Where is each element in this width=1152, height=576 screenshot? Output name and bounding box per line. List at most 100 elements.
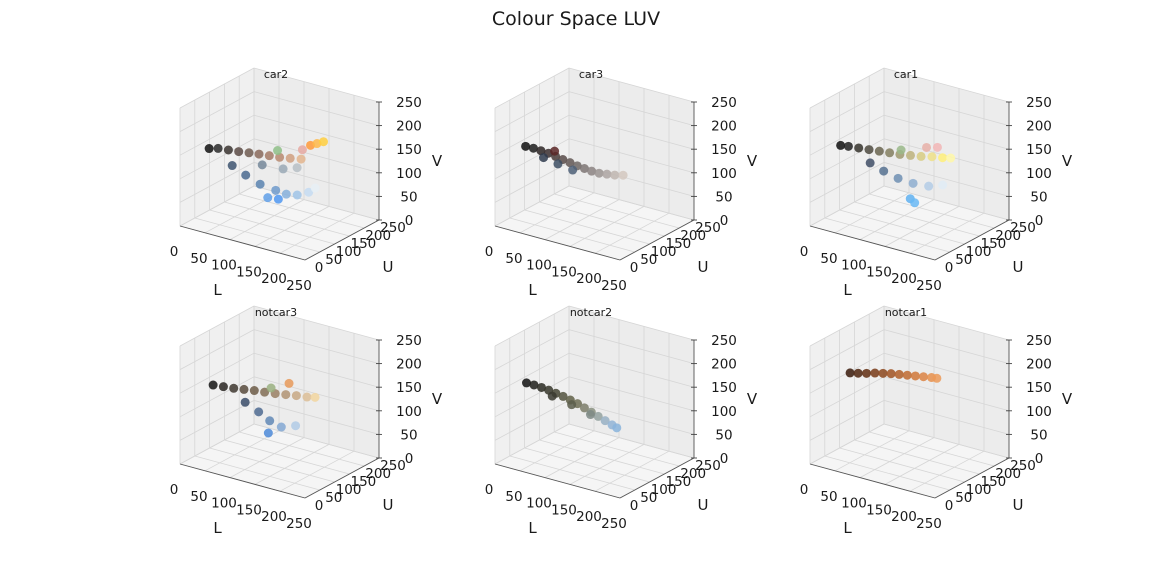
v-tick-label: 250 — [396, 95, 422, 111]
v-tick-label: 150 — [1026, 380, 1052, 396]
v-tick-label: 150 — [1026, 142, 1052, 158]
data-point — [610, 170, 620, 180]
grid-line — [568, 67, 695, 103]
u-tick-label: 250 — [1010, 220, 1036, 236]
u-axis-label: U — [698, 258, 709, 276]
grid-line — [494, 376, 570, 418]
u-tick-label: 50 — [955, 252, 972, 268]
u-axis-line — [934, 457, 1010, 499]
data-point — [927, 152, 937, 162]
subplot-title: car3 — [579, 68, 603, 81]
l-axis-line — [179, 463, 306, 499]
grid-line — [859, 199, 935, 240]
l-tick-label: 150 — [236, 502, 262, 518]
v-tick-label: 150 — [396, 380, 422, 396]
grid-line — [539, 439, 665, 475]
v-tick-label: 200 — [1026, 119, 1052, 135]
data-point — [529, 380, 539, 390]
data-point — [285, 153, 295, 163]
grid-line — [179, 67, 255, 109]
data-point — [558, 391, 568, 401]
data-point — [234, 147, 244, 157]
grid-line — [809, 114, 885, 156]
l-tick-label: 100 — [841, 258, 867, 274]
grid-line — [594, 450, 670, 492]
u-tick-label: 250 — [380, 220, 406, 236]
grid-line — [253, 91, 380, 126]
grid-line — [253, 400, 380, 435]
grid-line — [839, 209, 965, 245]
data-point — [249, 386, 259, 396]
data-point — [273, 146, 283, 156]
grid-line — [519, 430, 595, 472]
data-point — [885, 148, 895, 158]
l-tick-label: 50 — [505, 489, 522, 505]
v-tick-label: 0 — [405, 213, 414, 229]
grid-line — [204, 430, 280, 472]
u-axis-line — [619, 457, 695, 499]
u-tick-label: 150 — [351, 474, 377, 490]
data-point — [568, 165, 578, 175]
l-tick-label: 0 — [800, 244, 809, 260]
v-axis-label: V — [432, 152, 443, 170]
data-point — [870, 368, 880, 378]
grid-line — [544, 437, 620, 478]
l-tick-label: 0 — [170, 244, 179, 260]
v-tick-label: 150 — [711, 380, 737, 396]
v-tick-label: 200 — [396, 357, 422, 373]
u-tick-label: 50 — [640, 490, 657, 506]
l-tick-label: 200 — [261, 271, 287, 287]
data-point — [304, 187, 314, 197]
grid-line — [834, 430, 910, 472]
grid-line — [809, 329, 885, 370]
data-point — [874, 146, 884, 156]
grid-line — [254, 206, 330, 247]
data-point — [896, 145, 906, 155]
grid-line — [809, 400, 885, 441]
u-tick-label: 200 — [995, 466, 1021, 482]
v-axis-label: V — [432, 390, 443, 408]
u-tick-label: 250 — [380, 458, 406, 474]
grid-line — [524, 209, 650, 245]
data-point — [218, 382, 228, 392]
u-axis-label: U — [1013, 258, 1024, 276]
data-point — [254, 407, 264, 417]
grid-line — [568, 114, 695, 150]
data-point — [208, 380, 218, 390]
data-point — [910, 198, 920, 208]
grid-line — [883, 67, 1010, 103]
v-axis-label: V — [1062, 390, 1073, 408]
data-point — [281, 390, 291, 400]
floor-pane — [495, 424, 694, 498]
data-point — [550, 146, 560, 156]
grid-line — [809, 67, 885, 109]
grid-line — [568, 91, 695, 126]
l-tick-label: 50 — [190, 251, 207, 267]
data-point — [565, 158, 575, 168]
data-point — [865, 158, 875, 168]
data-point — [579, 163, 589, 173]
floor-pane — [810, 424, 1009, 498]
grid-line — [224, 439, 350, 475]
grid-line — [494, 67, 570, 109]
grid-line — [909, 450, 985, 492]
u-tick-label: 100 — [651, 244, 677, 260]
l-axis-line — [494, 463, 621, 499]
l-tick-label: 100 — [526, 496, 552, 512]
grid-line — [554, 193, 680, 229]
u-tick-label: 200 — [680, 466, 706, 482]
data-point — [910, 371, 920, 381]
grid-line — [279, 450, 355, 492]
grid-line — [254, 444, 330, 485]
grid-line — [869, 431, 995, 467]
figure-title: Colour Space LUV — [491, 8, 661, 30]
grid-line — [524, 447, 650, 483]
v-tick-label: 200 — [1026, 357, 1052, 373]
u-tick-label: 150 — [981, 474, 1007, 490]
u-tick-label: 50 — [325, 490, 342, 506]
data-point — [587, 166, 597, 176]
grid-line — [494, 114, 570, 156]
grid-line — [179, 400, 255, 441]
